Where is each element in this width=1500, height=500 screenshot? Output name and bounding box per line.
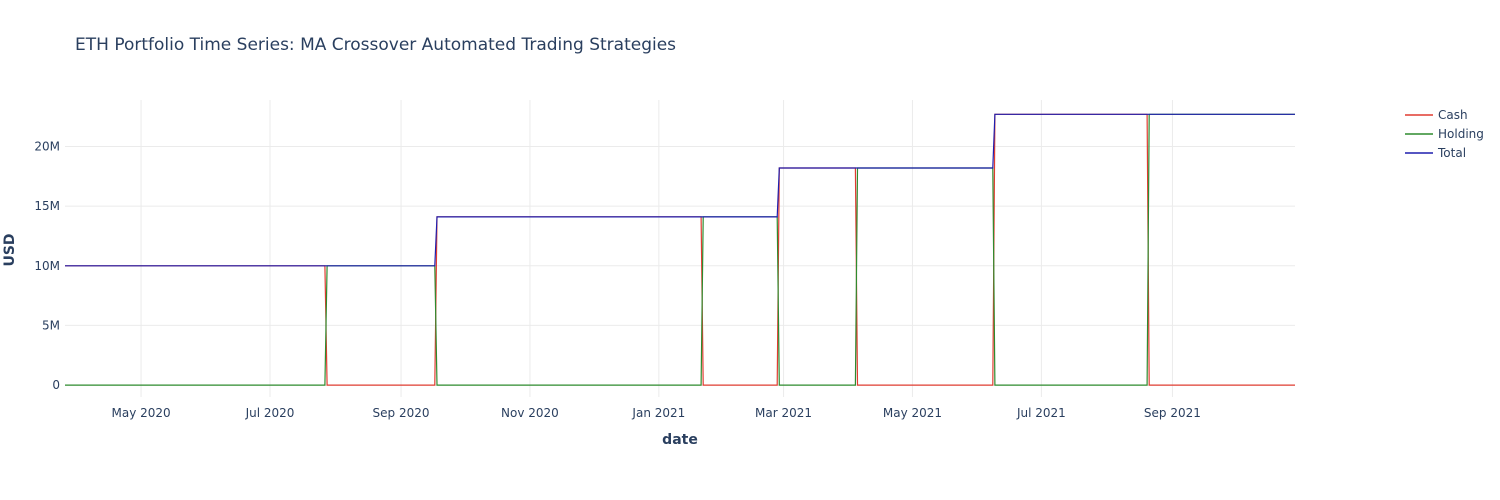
series-line-total [65, 113, 1295, 267]
x-tick-label: Jul 2020 [245, 406, 295, 420]
chart-title: ETH Portfolio Time Series: MA Crossover … [75, 35, 676, 55]
y-tick-label: 20M [34, 140, 60, 154]
grid [65, 100, 1295, 397]
x-tick-label: Mar 2021 [755, 406, 812, 420]
y-axis-title: USD [2, 233, 18, 266]
x-axis-title: date [662, 432, 698, 448]
legend-item-total[interactable]: Total [1405, 146, 1466, 160]
x-tick-label: May 2021 [883, 406, 942, 420]
x-axis-ticks: May 2020 Jul 2020 Sep 2020 Nov 2020 Jan 2021… [111, 406, 1200, 420]
series-line-holding [65, 113, 1295, 386]
x-tick-label: Jul 2021 [1016, 406, 1066, 420]
y-tick-label: 0 [52, 378, 60, 392]
legend-label: Cash [1438, 108, 1468, 122]
legend-item-holding[interactable]: Holding [1405, 127, 1484, 141]
y-tick-label: 10M [34, 259, 60, 273]
legend-item-cash[interactable]: Cash [1405, 108, 1468, 122]
x-tick-label: Jan 2021 [631, 406, 685, 420]
legend-label: Holding [1438, 127, 1484, 141]
x-tick-label: Sep 2020 [373, 406, 430, 420]
x-tick-label: Sep 2021 [1144, 406, 1201, 420]
y-axis-ticks: 0 5M 10M 15M 20M [34, 140, 60, 393]
series-lines [65, 113, 1295, 386]
y-tick-label: 5M [42, 318, 60, 332]
series-line-cash [65, 113, 1295, 386]
x-tick-label: May 2020 [111, 406, 170, 420]
legend: Cash Holding Total [1405, 108, 1484, 160]
y-tick-label: 15M [34, 199, 60, 213]
x-tick-label: Nov 2020 [501, 406, 559, 420]
legend-label: Total [1437, 146, 1466, 160]
